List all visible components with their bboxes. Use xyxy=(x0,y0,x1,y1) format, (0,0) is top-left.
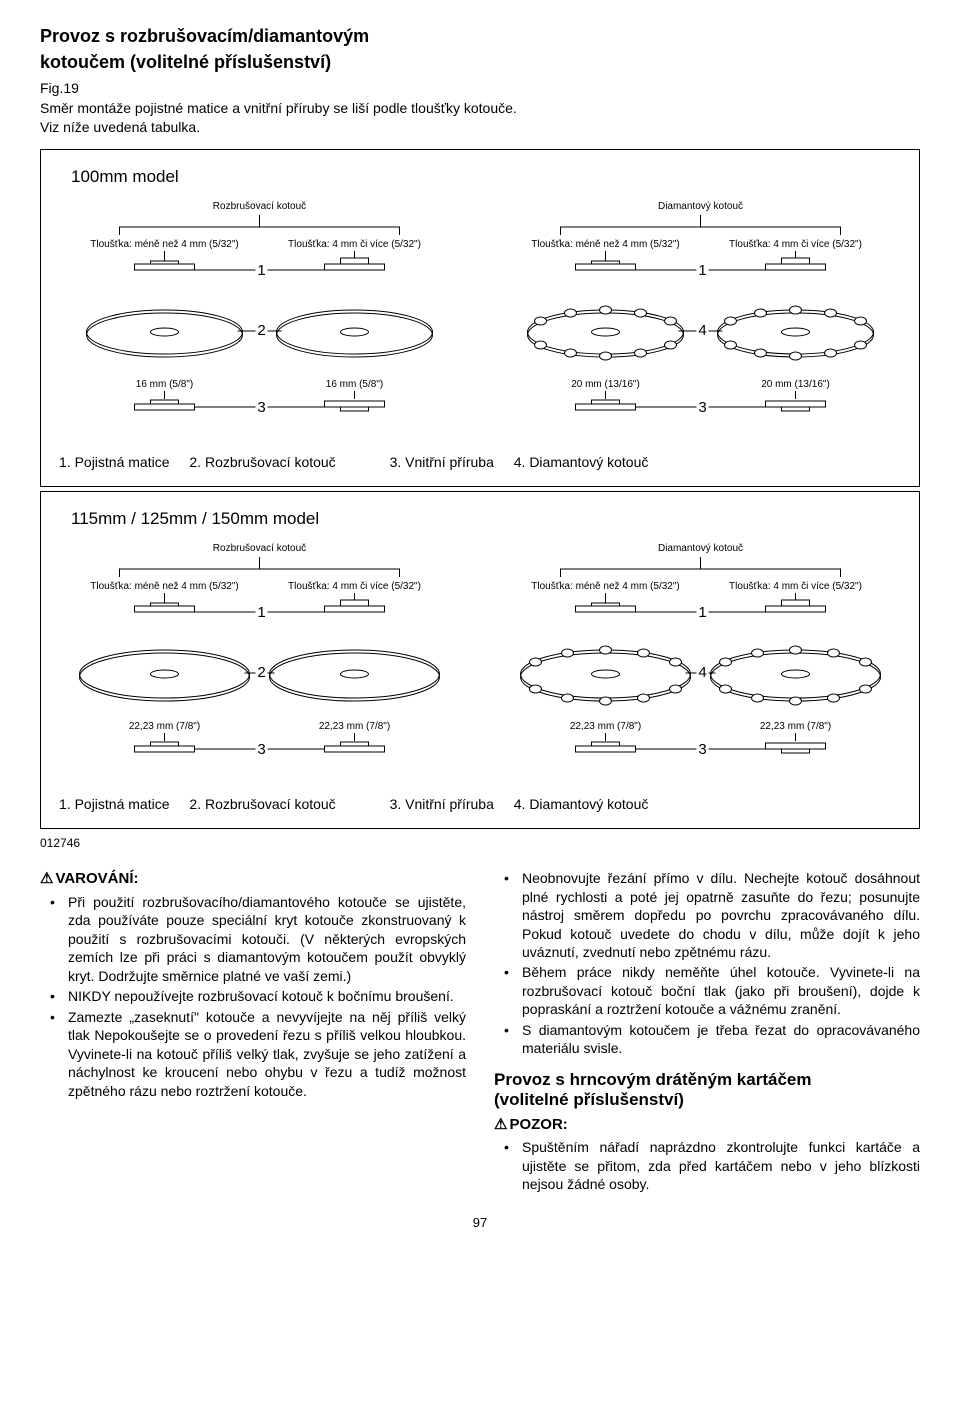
legend-1: 1. Pojistná matice xyxy=(59,454,170,470)
diagram-100-grinding: Rozbrušovací kotouč Tloušťka: méně než 4… xyxy=(59,195,460,445)
diagram-100-diamond: Diamantový kotouč Tloušťka: méně než 4 m… xyxy=(500,195,901,445)
diagram-115-grinding: Rozbrušovací kotouč Tloušťka: méně než 4… xyxy=(59,537,460,787)
legend-115: 1. Pojistná matice 2. Rozbrušovací kotou… xyxy=(59,795,901,814)
warning-heading: ⚠VAROVÁNÍ: xyxy=(40,869,466,889)
svg-text:1: 1 xyxy=(257,604,265,621)
caution-heading: ⚠POZOR: xyxy=(494,1115,920,1135)
svg-text:16 mm (5/8"): 16 mm (5/8") xyxy=(136,379,193,390)
legend-2b: 2. Rozbrušovací kotouč xyxy=(189,796,335,812)
right-column: Neobnovujte řezání přímo v dílu. Nechejt… xyxy=(494,869,920,1196)
caution-label: POZOR: xyxy=(509,1116,567,1133)
legend-100: 1. Pojistná matice 2. Rozbrušovací kotou… xyxy=(59,453,901,472)
svg-text:4: 4 xyxy=(698,664,706,681)
warn-item-3: Zamezte „zaseknutí" kotouče a nevyvíjejt… xyxy=(40,1008,466,1100)
legend-2: 2. Rozbrušovací kotouč xyxy=(189,454,335,470)
svg-text:Rozbrušovací kotouč: Rozbrušovací kotouč xyxy=(213,543,306,554)
svg-text:Tloušťka: 4 mm či více (5/32"): Tloušťka: 4 mm či více (5/32") xyxy=(729,581,862,592)
frame-100mm: 100mm model Rozbrušovací kotouč Tloušťka… xyxy=(40,149,920,487)
warn-item-5: Během práce nikdy neměňte úhel kotouče. … xyxy=(494,963,920,1018)
legend-4: 4. Diamantový kotouč xyxy=(514,454,649,470)
svg-text:22,23 mm (7/8"): 22,23 mm (7/8") xyxy=(760,721,831,732)
svg-text:22,23 mm (7/8"): 22,23 mm (7/8") xyxy=(570,721,641,732)
warn-item-6: S diamantovým kotoučem je třeba řezat do… xyxy=(494,1021,920,1058)
svg-text:3: 3 xyxy=(698,399,706,416)
svg-text:3: 3 xyxy=(257,399,265,416)
svg-text:3: 3 xyxy=(257,741,265,758)
page-title-line1: Provoz s rozbrušovacím/diamantovým xyxy=(40,24,920,48)
svg-text:22,23 mm (7/8"): 22,23 mm (7/8") xyxy=(129,721,200,732)
svg-text:Tloušťka: méně než 4 mm (5/32": Tloušťka: méně než 4 mm (5/32") xyxy=(531,581,679,592)
model-title-100: 100mm model xyxy=(71,166,901,189)
left-column: ⚠VAROVÁNÍ: Při použití rozbrušovacího/di… xyxy=(40,869,466,1196)
svg-text:Tloušťka: 4 mm či více (5/32"): Tloušťka: 4 mm či více (5/32") xyxy=(729,239,862,250)
page-number: 97 xyxy=(40,1214,920,1232)
caution-icon: ⚠ xyxy=(494,1116,507,1133)
svg-text:20 mm (13/16"): 20 mm (13/16") xyxy=(761,379,830,390)
subheading-line2: (volitelné příslušenství) xyxy=(494,1090,684,1109)
svg-text:1: 1 xyxy=(698,604,706,621)
svg-text:20 mm (13/16"): 20 mm (13/16") xyxy=(571,379,640,390)
svg-text:2: 2 xyxy=(257,664,265,681)
warning-icon: ⚠ xyxy=(40,870,53,887)
subheading-line1: Provoz s hrncovým drátěným kartáčem xyxy=(494,1070,811,1089)
figure-label: Fig.19 xyxy=(40,79,920,98)
legend-1b: 1. Pojistná matice xyxy=(59,796,170,812)
svg-text:1: 1 xyxy=(257,262,265,279)
svg-text:Rozbrušovací kotouč: Rozbrušovací kotouč xyxy=(213,201,306,212)
warn-item-1: Při použití rozbrušovacího/diamantového … xyxy=(40,893,466,985)
svg-text:16 mm (5/8"): 16 mm (5/8") xyxy=(326,379,383,390)
svg-text:Tloušťka: 4 mm či více (5/32"): Tloušťka: 4 mm či více (5/32") xyxy=(288,239,421,250)
legend-3: 3. Vnitřní příruba xyxy=(390,454,494,470)
warn-item-4: Neobnovujte řezání přímo v dílu. Nechejt… xyxy=(494,869,920,961)
caution-item-1: Spuštěním nářadí naprázdno zkontrolujte … xyxy=(494,1138,920,1193)
legend-3b: 3. Vnitřní příruba xyxy=(390,796,494,812)
svg-text:22,23 mm (7/8"): 22,23 mm (7/8") xyxy=(319,721,390,732)
svg-text:Tloušťka: 4 mm či více (5/32"): Tloušťka: 4 mm či více (5/32") xyxy=(288,581,421,592)
svg-text:Tloušťka: méně než 4 mm (5/32": Tloušťka: méně než 4 mm (5/32") xyxy=(531,239,679,250)
svg-text:Tloušťka: méně než 4 mm (5/32": Tloušťka: méně než 4 mm (5/32") xyxy=(90,239,238,250)
legend-4b: 4. Diamantový kotouč xyxy=(514,796,649,812)
svg-text:Diamantový kotouč: Diamantový kotouč xyxy=(658,201,743,212)
svg-text:Diamantový kotouč: Diamantový kotouč xyxy=(658,543,743,554)
diagram-115-diamond: Diamantový kotouč Tloušťka: méně než 4 m… xyxy=(500,537,901,787)
warning-label: VAROVÁNÍ: xyxy=(55,870,138,887)
svg-text:Tloušťka: méně než 4 mm (5/32": Tloušťka: méně než 4 mm (5/32") xyxy=(90,581,238,592)
page-title-line2: kotoučem (volitelné příslušenství) xyxy=(40,50,920,74)
model-title-115: 115mm / 125mm / 150mm model xyxy=(71,508,901,531)
svg-text:2: 2 xyxy=(257,322,265,339)
svg-text:3: 3 xyxy=(698,741,706,758)
warn-item-2: NIKDY nepoužívejte rozbrušovací kotouč k… xyxy=(40,987,466,1005)
doc-code: 012746 xyxy=(40,835,920,851)
subheading: Provoz s hrncovým drátěným kartáčem (vol… xyxy=(494,1070,920,1111)
frame-115mm: 115mm / 125mm / 150mm model Rozbrušovací… xyxy=(40,491,920,829)
intro-text: Směr montáže pojistné matice a vnitřní p… xyxy=(40,99,520,137)
svg-text:1: 1 xyxy=(698,262,706,279)
svg-text:4: 4 xyxy=(698,322,706,339)
